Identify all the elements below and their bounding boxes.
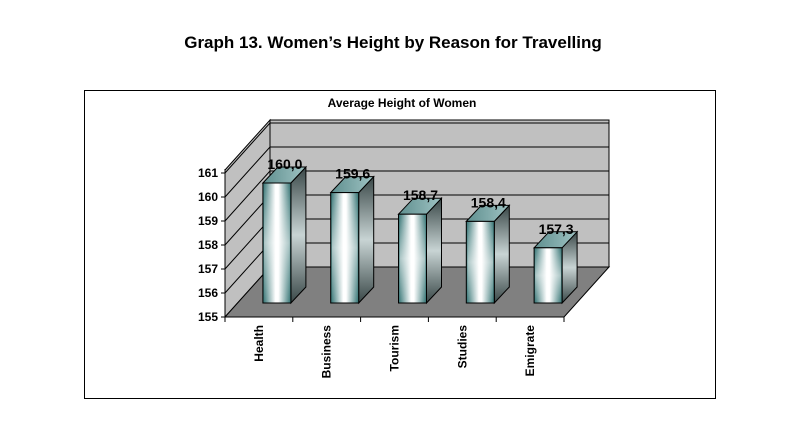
- bar-side: [426, 196, 442, 305]
- data-label: 160,0: [267, 156, 302, 172]
- bar: 158,4: [465, 194, 511, 305]
- y-tick-label: 160: [198, 190, 218, 204]
- bar: 157,3: [532, 221, 579, 305]
- data-label: 157,3: [539, 221, 574, 237]
- data-label: 158,7: [403, 187, 438, 203]
- x-category-label: Studies: [455, 325, 469, 369]
- page-title: Graph 13. Women’s Height by Reason for T…: [184, 33, 602, 52]
- data-label: 158,4: [471, 194, 506, 210]
- y-tick-label: 157: [198, 262, 218, 276]
- y-tick-label: 156: [198, 286, 218, 300]
- x-category-label: Tourism: [388, 325, 402, 371]
- y-axis: 155 156 157 158 159 160 161: [198, 166, 226, 324]
- bar-side: [290, 165, 307, 305]
- x-category-label: Health: [252, 325, 266, 362]
- bar-highlight: [399, 215, 426, 302]
- x-category-label: Business: [320, 325, 334, 379]
- bar-highlight: [535, 248, 562, 302]
- x-axis: Health Business Tourism Studies Emigrate: [224, 316, 565, 379]
- y-tick-label: 161: [198, 166, 218, 180]
- y-tick-label: 155: [198, 310, 218, 324]
- gridline: [224, 170, 609, 222]
- gridline: [224, 146, 609, 198]
- bars: 160,0 159,6 158,7 158,4 157,3: [261, 156, 579, 305]
- bar-highlight: [467, 222, 494, 302]
- chart-title: Average Height of Women: [328, 96, 477, 110]
- bar-side: [493, 204, 510, 305]
- y-tick-label: 158: [198, 238, 218, 252]
- bar-side: [358, 175, 375, 305]
- bar: 158,7: [397, 187, 443, 305]
- data-label: 159,6: [335, 166, 370, 182]
- bar: 160,0: [261, 156, 308, 305]
- bar: 159,6: [329, 166, 375, 305]
- bar-highlight: [331, 193, 358, 302]
- bar-highlight: [263, 184, 290, 302]
- y-tick-label: 159: [198, 214, 218, 228]
- gridline: [224, 122, 609, 174]
- x-category-label: Emigrate: [523, 325, 537, 377]
